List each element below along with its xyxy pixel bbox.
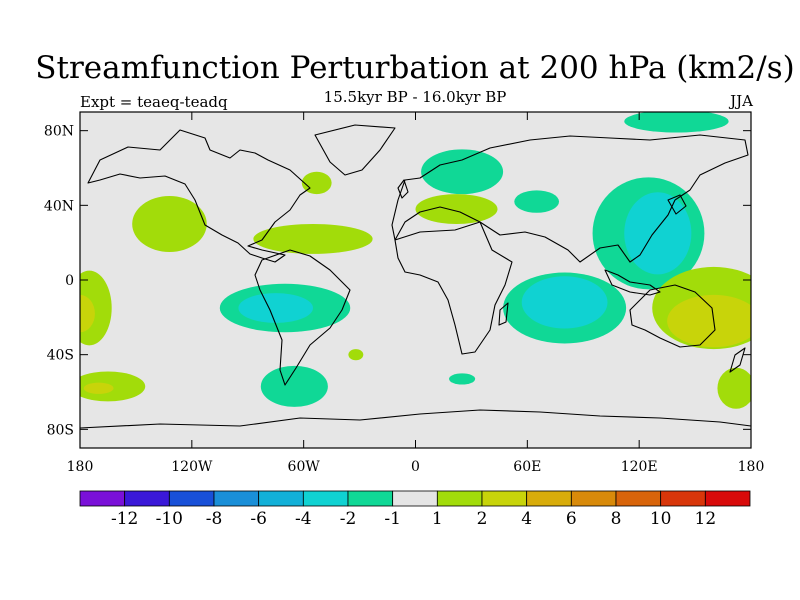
coastline-japan	[667, 194, 687, 215]
x-tick-label: 120E	[621, 459, 658, 475]
coastline-new-zealand	[729, 347, 746, 373]
contour-region-21	[83, 382, 114, 394]
x-tick-label: 60W	[288, 459, 321, 475]
y-tick-label: 40N	[44, 198, 74, 214]
contour-region-17	[667, 294, 751, 348]
colorbar-swatch	[347, 490, 394, 507]
contour-region-9	[521, 276, 608, 329]
contour-region-1	[624, 112, 729, 133]
colorbar-swatch	[704, 490, 751, 507]
colorbar-swatch	[168, 490, 215, 507]
contour-region-15	[415, 194, 498, 224]
colorbar-label: 1	[432, 509, 443, 529]
x-tick-label: 120W	[171, 459, 213, 475]
colorbar-label: 10	[650, 509, 672, 529]
colorbar-swatch	[79, 490, 126, 507]
x-tick-label: 0	[411, 459, 420, 475]
colorbar-label: -2	[340, 509, 357, 529]
contour-region-3	[514, 190, 560, 213]
colorbar-swatch	[213, 490, 260, 507]
contour-region-22	[717, 367, 751, 409]
colorbar-label: -12	[111, 509, 138, 529]
contour-region-2	[421, 149, 504, 195]
coastline-madagascar	[498, 302, 509, 326]
coastline-africa	[394, 221, 513, 355]
contour-region-10	[260, 365, 328, 407]
colorbar-label: -6	[250, 509, 267, 529]
chart-subtitle: 15.5kyr BP - 16.0kyr BP	[323, 88, 507, 106]
axis-ticks: 180 120W 60W 0 60E 120E 180 80N 40N 0 40S 80S	[44, 112, 764, 475]
colorbar-label: -10	[156, 509, 183, 529]
contour-region-5	[624, 192, 692, 275]
colorbar-swatch	[436, 490, 483, 507]
coastline-south-america	[254, 249, 351, 386]
colorbar-swatch	[258, 490, 304, 507]
colorbar-label: -8	[206, 509, 223, 529]
colorbar: -12 -10 -8 -6 -4 -2 -1 1 2 4 6 8 10 12	[79, 490, 751, 529]
colorbar-swatch	[660, 490, 706, 507]
season-label: JJA	[730, 92, 753, 110]
y-tick-label: 80S	[47, 422, 74, 438]
colorbar-swatch	[570, 490, 617, 507]
colorbar-swatch	[526, 490, 572, 507]
colorbar-label: -4	[295, 509, 312, 529]
colorbar-swatch	[392, 490, 438, 507]
coastlines	[80, 124, 751, 429]
x-tick-label: 180	[738, 459, 765, 475]
contour-region-12	[132, 196, 207, 252]
colorbar-label: 4	[521, 509, 532, 529]
x-tick-label: 60E	[513, 459, 541, 475]
colorbar-label: 2	[477, 509, 488, 529]
x-tick-label: 180	[67, 459, 94, 475]
colorbar-label: -1	[384, 509, 401, 529]
colorbar-swatch	[481, 490, 528, 507]
contour-fill-regions	[80, 112, 751, 409]
contour-region-7	[238, 293, 313, 323]
coastline-eurasia	[391, 134, 749, 263]
experiment-label: Expt = teaeq-teadq	[80, 93, 228, 111]
contour-region-11	[449, 373, 476, 385]
coastline-uk	[397, 179, 409, 199]
coastline-north-america	[87, 129, 311, 263]
colorbar-label: 12	[695, 509, 717, 529]
colorbar-label: 8	[611, 509, 622, 529]
y-tick-label: 0	[65, 273, 74, 289]
y-tick-label: 40S	[47, 348, 74, 364]
contour-region-13	[253, 224, 373, 254]
y-tick-label: 80N	[44, 124, 74, 140]
coastline-antarctica	[80, 409, 751, 429]
chart-title: Streamfunction Perturbation at 200 hPa (…	[35, 50, 795, 86]
colorbar-swatch	[124, 490, 170, 507]
coastline-australia	[629, 284, 716, 348]
contour-region-19	[80, 294, 95, 333]
coastline-maritime-continent	[604, 269, 661, 296]
colorbar-swatch	[302, 490, 349, 507]
coastline-greenland	[314, 124, 396, 176]
colorbar-swatch	[615, 490, 662, 507]
colorbar-label: 6	[566, 509, 577, 529]
contour-region-23	[348, 349, 364, 361]
